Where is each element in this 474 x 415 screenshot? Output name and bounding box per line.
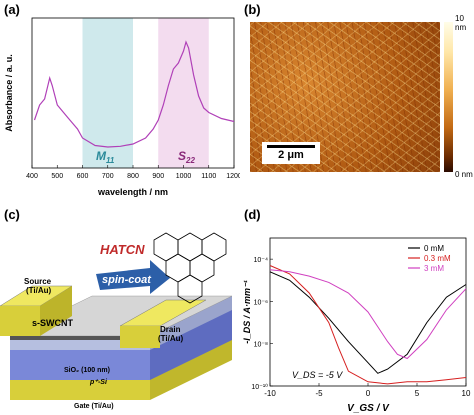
panel-c-label: (c): [4, 207, 20, 222]
x-tick-label: 1200: [226, 173, 240, 180]
panel-b-label: (b): [244, 2, 261, 17]
series-lines: [269, 265, 467, 385]
x-tick-label: 10: [462, 389, 471, 398]
series-line-3-mM: [269, 269, 467, 360]
device-schematic: spin-coat HATCN Source (Ti/Au) Drain (Ti/A…: [0, 232, 233, 410]
x-tick-label: -10: [264, 389, 276, 398]
sio2-label: SiO₂ (100 nm): [64, 367, 110, 374]
y-tick-label: 10⁻¹⁰: [251, 383, 268, 391]
spin-coat-arrow: [96, 260, 170, 294]
series-line-0-mM: [269, 271, 467, 374]
hatcn-molecule-icon: [153, 232, 227, 304]
drain-electrode-front: [120, 326, 160, 348]
colorbar-min-label: 0 nm: [455, 170, 473, 179]
vds-annotation: V_DS = -5 V: [292, 370, 343, 380]
absorbance-series-line: [33, 40, 235, 148]
x-tick-label: 1000: [176, 173, 192, 180]
colorbar-max-label: 10 nm: [455, 14, 467, 32]
legend-label: 3 mM: [424, 264, 444, 273]
source-electrode-front: [0, 306, 40, 336]
scale-bar: 2 μm: [262, 142, 320, 164]
x-axis-label: V_GS / V: [347, 403, 390, 414]
hatcn-label: HATCN: [100, 242, 145, 257]
x-tick-label: 5: [415, 389, 420, 398]
scale-bar-label: 2 μm: [278, 149, 304, 161]
height-colorbar: [444, 22, 453, 172]
x-tick-label: -5: [315, 389, 323, 398]
drain-label: Drain (Ti/Au): [158, 325, 184, 343]
absorbance-chart: 400 500 600 700 800 900 1000 1100 1200 wavelengt…: [4, 17, 240, 197]
band-s22-label: S22: [178, 149, 195, 165]
x-tick-labels: 400 500 600 700 800 900 1000 1100 1200: [26, 165, 240, 180]
x-tick-label: 0: [366, 389, 371, 398]
band-m11-label: M11: [96, 149, 115, 165]
swcnt-film: [10, 336, 150, 340]
legend: 0 mM0.3 mM3 mM: [408, 244, 451, 273]
x-tick-label: 800: [127, 173, 139, 180]
si-side: [150, 308, 232, 380]
channel-label: s-SWCNT: [32, 318, 73, 328]
y-axis-label: -I_DS / A·mm⁻¹: [242, 280, 252, 343]
sio2-side: [150, 296, 232, 350]
panel-a-label: (a): [4, 2, 20, 17]
spin-coat-label: spin-coat: [102, 274, 152, 286]
series-line-0.3-mM: [269, 265, 467, 385]
x-tick-label: 700: [102, 173, 114, 180]
x-tick-label: 900: [152, 173, 164, 180]
x-tick-label: 400: [26, 173, 38, 180]
x-tick-label: 500: [51, 173, 63, 180]
x-axis-label: wavelength / nm: [97, 187, 168, 197]
y-tick-label: 10⁻⁸: [254, 342, 268, 349]
source-label: Source (Ti/Au): [24, 277, 52, 295]
source-electrode-side: [40, 286, 72, 336]
si-layer: [10, 348, 150, 380]
legend-label: 0.3 mM: [424, 254, 451, 263]
si-label: p⁺-Si: [89, 379, 108, 386]
legend-label: 0 mM: [424, 244, 444, 253]
x-tick-label: 1100: [201, 173, 216, 180]
panel-d-label: (d): [244, 207, 261, 222]
y-axis-label: Absorbance / a. u.: [4, 54, 14, 132]
gate-label: Gate (Ti/Au): [74, 403, 114, 410]
transfer-chart: -10 -5 0 5 10 10⁻⁴ 10⁻⁶ 10⁻⁸ 10⁻¹⁰ 0 mM0.3 mM3 m…: [242, 237, 471, 414]
tick-labels: -10 -5 0 5 10 10⁻⁴ 10⁻⁶ 10⁻⁸ 10⁻¹⁰: [251, 257, 471, 398]
y-tick-label: 10⁻⁴: [254, 257, 269, 264]
x-tick-label: 600: [77, 173, 89, 180]
y-tick-label: 10⁻⁶: [254, 299, 268, 306]
